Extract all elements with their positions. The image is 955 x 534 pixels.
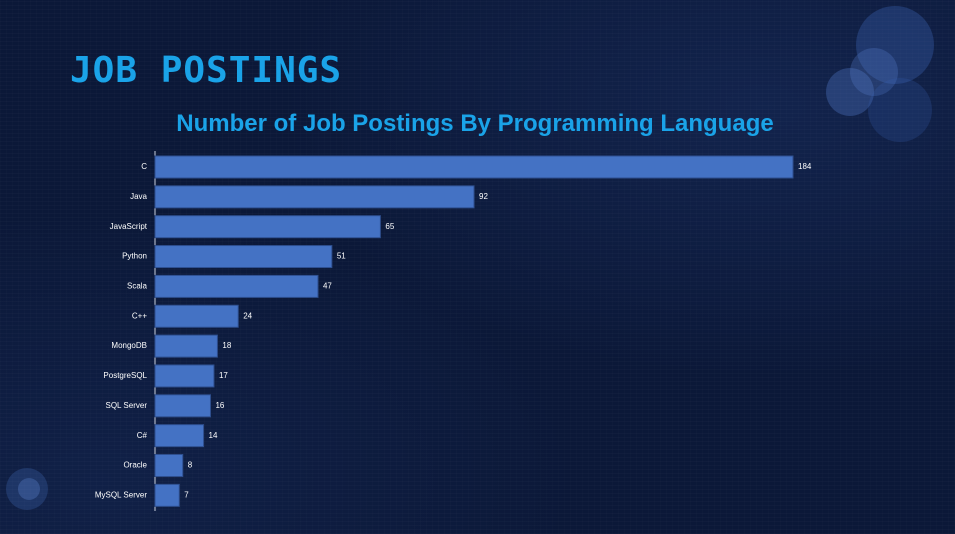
data-label: 7: [184, 490, 189, 499]
data-label: 47: [323, 282, 332, 291]
bar: [154, 394, 211, 418]
slide-title: JOB POSTINGS: [70, 50, 343, 91]
chart-title: Number of Job Postings By Programming La…: [176, 110, 774, 137]
bar: [154, 454, 184, 477]
category-label: Oracle: [123, 461, 147, 470]
bar: [154, 185, 475, 209]
data-label: 18: [222, 341, 231, 350]
bar: [154, 304, 239, 328]
category-label: C#: [137, 431, 148, 440]
bar: [154, 483, 180, 507]
category-label: Python: [122, 252, 147, 261]
data-label: 51: [337, 252, 346, 261]
data-label: 92: [479, 192, 488, 201]
data-label: 8: [188, 461, 193, 470]
category-label: MongoDB: [111, 341, 147, 350]
data-label: 17: [219, 371, 228, 380]
bar: [154, 364, 215, 388]
data-label: 16: [215, 401, 224, 410]
bar: [154, 155, 794, 179]
category-label: JavaScript: [110, 222, 148, 231]
data-label: 184: [798, 162, 812, 171]
bar: [154, 274, 319, 298]
category-label: Java: [130, 192, 147, 201]
category-label: Scala: [127, 282, 148, 291]
bar: [154, 424, 205, 448]
category-label: PostgreSQL: [103, 371, 147, 380]
bar: [154, 334, 218, 358]
category-label: SQL Server: [106, 401, 148, 410]
category-label: C: [141, 162, 147, 171]
data-label: 65: [385, 222, 394, 231]
category-label: MySQL Server: [95, 490, 147, 499]
data-label: 24: [243, 311, 252, 320]
bar: [154, 245, 333, 269]
bar: [154, 215, 381, 239]
category-label: C++: [132, 311, 147, 320]
data-label: 14: [209, 431, 218, 440]
